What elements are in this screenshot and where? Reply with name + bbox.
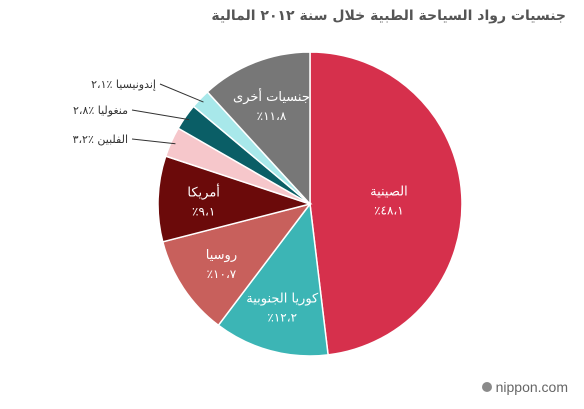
slice-value-label: ٪٤٨،١ <box>374 203 404 217</box>
slice-outside-label: الفلبين ٪٣،٢ <box>73 133 128 146</box>
nippon-watermark: nippon .com <box>481 379 568 395</box>
slice-labels: الصينية ٪٤٨،١ كوريا الجنوبية ٪١٢،٢ روسيا ٪١٠،… <box>73 78 408 325</box>
slice-name-label: أمريكا <box>187 183 220 200</box>
pie-slice-2 <box>217 202 329 357</box>
pie-slices <box>157 51 463 357</box>
leader-lines <box>131 83 204 145</box>
leader-line <box>131 138 176 145</box>
pie-slice-1 <box>309 51 463 356</box>
pie-slice-3 <box>161 202 312 327</box>
watermark-suffix: .com <box>537 379 568 395</box>
slice-value-label: ٪٩،١ <box>192 204 215 218</box>
nippon-logo-icon <box>481 382 492 392</box>
chart-title: جنسيات رواد السياحة الطبية خلال سنة ٢٠١٢… <box>211 8 566 24</box>
slice-outside-label: منغوليا ٪٢،٨ <box>73 104 128 117</box>
slice-name-label: روسيا <box>206 248 237 263</box>
watermark-brand: nippon <box>495 379 538 395</box>
leader-line <box>131 109 190 121</box>
slice-name-label: جنسيات أخرى <box>233 88 310 105</box>
pie-slice-8 <box>206 51 311 206</box>
slice-name-label: كوريا الجنوبية <box>246 292 319 307</box>
slice-value-label: ٪١١،٨ <box>257 109 287 123</box>
leader-line <box>159 83 204 103</box>
pie-slice-4 <box>157 155 313 243</box>
slice-value-label: ٪١٠،٧ <box>207 267 237 281</box>
slice-value-label: ٪١٢،٢ <box>267 311 297 325</box>
slice-outside-label: إندونيسيا ٪٢،١ <box>91 78 156 91</box>
slice-name-label: الصينية <box>370 184 408 199</box>
